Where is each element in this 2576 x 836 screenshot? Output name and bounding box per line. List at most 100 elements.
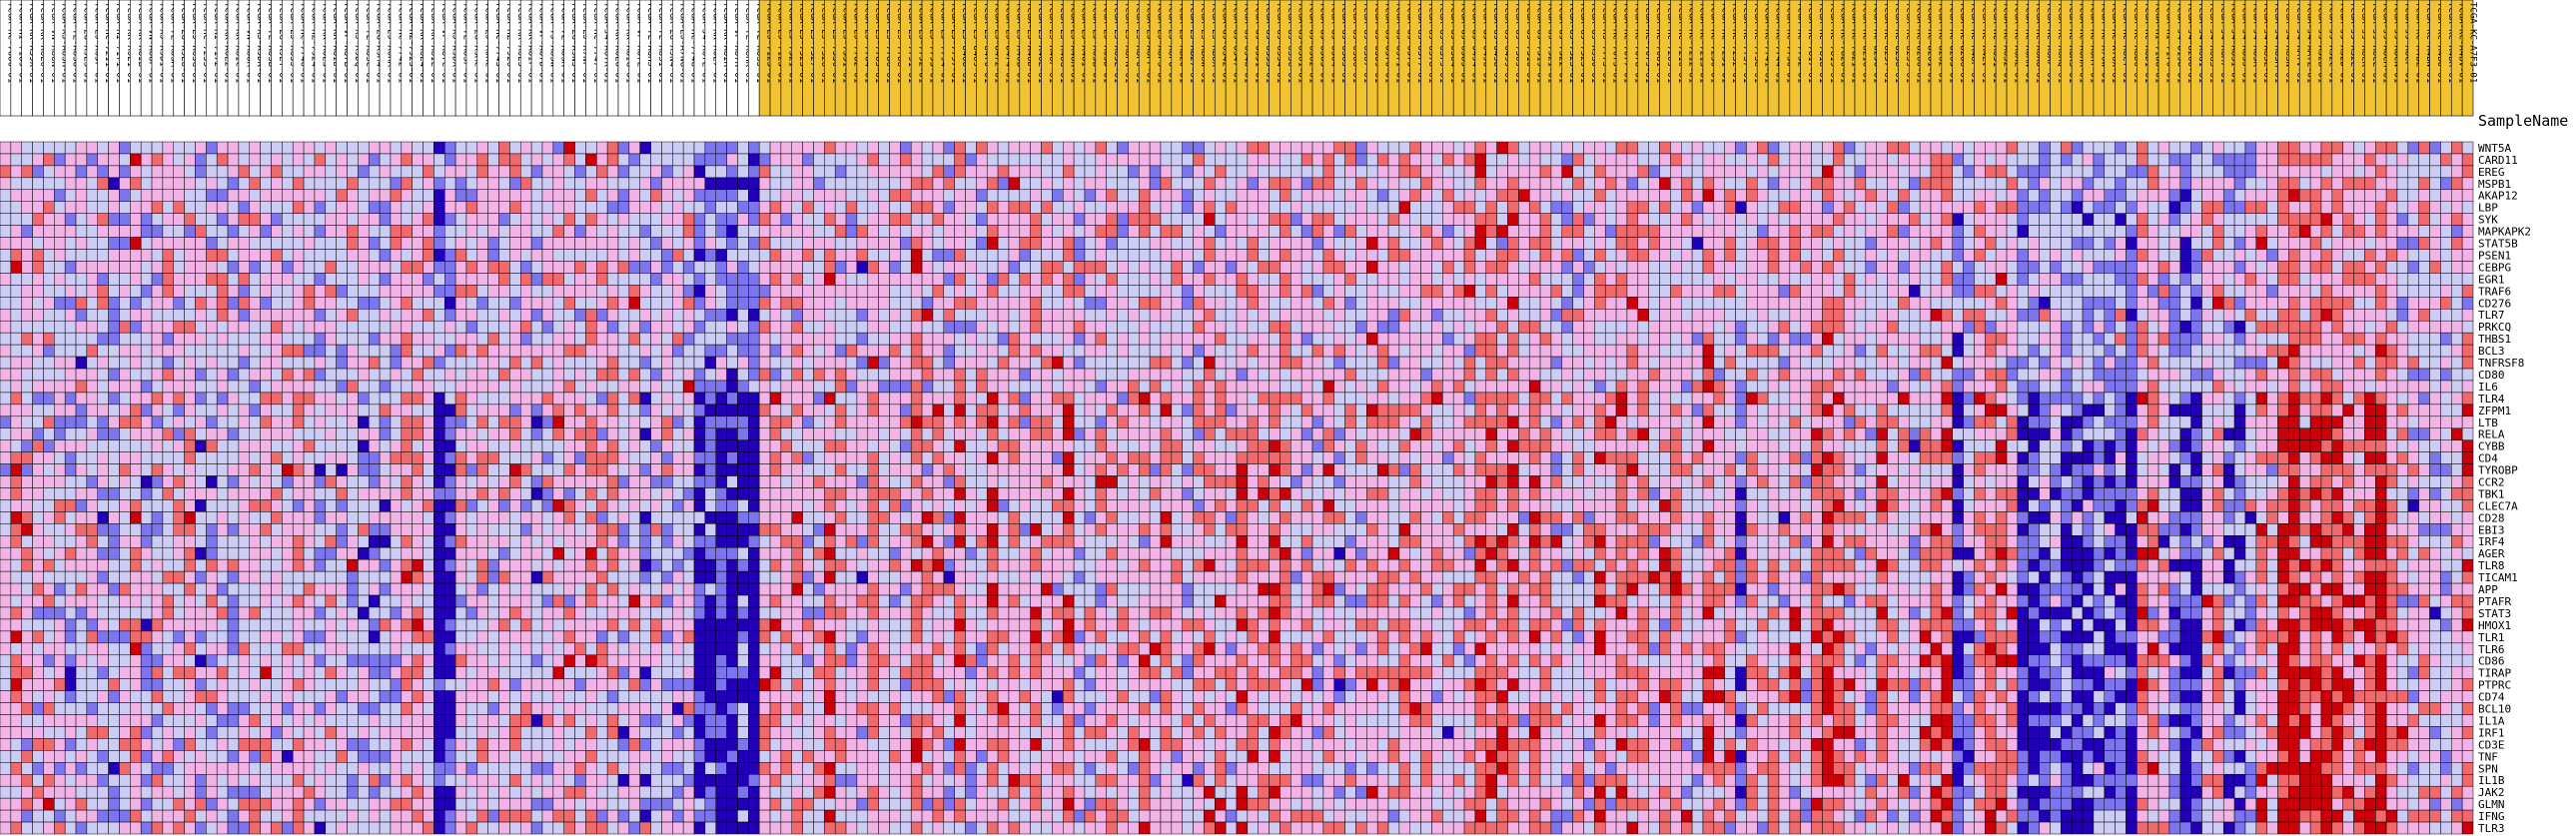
heatmap-cell	[1258, 141, 1270, 155]
heatmap-cell	[2179, 153, 2191, 167]
heatmap-cell	[347, 177, 359, 191]
column-label: TCGA-G9-6365-01	[1339, 2, 1349, 83]
heatmap-cell	[2331, 356, 2343, 370]
heatmap-cell	[162, 153, 174, 167]
heatmap-cell	[487, 273, 499, 286]
heatmap-cell	[585, 201, 597, 214]
heatmap-cell	[889, 332, 901, 346]
heatmap-cell	[878, 225, 890, 238]
heatmap-cell	[661, 165, 673, 179]
heatmap-cell	[1236, 213, 1249, 226]
heatmap-cell	[358, 153, 370, 167]
column-label: TCGA-G9-A9S0-01	[1589, 2, 1599, 83]
heatmap-cell	[2385, 356, 2398, 370]
heatmap-cell	[2179, 237, 2191, 250]
heatmap-cell	[791, 356, 803, 370]
heatmap-cell	[2233, 285, 2246, 298]
heatmap-cell	[390, 332, 403, 346]
column-label: TCGA-VP-A87C-01	[439, 2, 449, 83]
heatmap-cell	[889, 309, 901, 322]
heatmap-cell	[444, 261, 456, 274]
heatmap-cell	[1485, 309, 1497, 322]
heatmap-cell	[1442, 153, 1454, 167]
heatmap-cell	[1463, 189, 1476, 202]
heatmap-cell	[238, 153, 251, 167]
heatmap-cell	[965, 344, 977, 358]
heatmap-cell	[1106, 285, 1118, 298]
heatmap-cell	[2179, 189, 2191, 202]
heatmap-cell	[2179, 177, 2191, 191]
heatmap-cell	[10, 213, 22, 226]
heatmap-cell	[1941, 201, 1953, 214]
heatmap-cell	[1778, 297, 1791, 310]
heatmap-cell	[1626, 273, 1639, 286]
column-label: TCGA-EJ-7328-01	[819, 2, 829, 83]
heatmap-cell	[271, 201, 283, 214]
heatmap-cell	[433, 153, 445, 167]
heatmap-cell	[1985, 141, 1997, 155]
heatmap-cell	[1995, 141, 2008, 155]
heatmap-cell	[2039, 237, 2051, 250]
heatmap-cell	[2201, 141, 2213, 155]
heatmap-cell	[401, 320, 413, 334]
heatmap-cell	[1030, 332, 1042, 346]
heatmap-cell	[2364, 273, 2376, 286]
heatmap-cell	[1789, 189, 1801, 202]
heatmap-cell	[878, 237, 890, 250]
heatmap-cell	[639, 309, 651, 322]
heatmap-cell	[1811, 261, 1823, 274]
heatmap-cell	[1236, 356, 1249, 370]
heatmap-cell	[1236, 153, 1249, 167]
heatmap-cell	[1778, 273, 1791, 286]
heatmap-cell	[412, 344, 424, 358]
heatmap-cell	[541, 237, 554, 250]
heatmap-cell	[1898, 356, 1910, 370]
heatmap-cell	[737, 297, 749, 310]
heatmap-cell	[802, 332, 814, 346]
heatmap-cell	[1452, 297, 1465, 310]
heatmap-cell	[1215, 189, 1227, 202]
heatmap-cell	[520, 165, 532, 179]
heatmap-cell	[1800, 368, 1812, 382]
heatmap-cell	[184, 153, 196, 167]
heatmap-cell	[1117, 356, 1129, 370]
heatmap-cell	[672, 297, 684, 310]
heatmap-cell	[910, 213, 923, 226]
heatmap-cell	[1052, 332, 1064, 346]
heatmap-cell	[1333, 261, 1345, 274]
heatmap-cell	[520, 285, 532, 298]
heatmap-cell	[520, 261, 532, 274]
heatmap-cell	[2451, 201, 2463, 214]
heatmap-cell	[1095, 177, 1107, 191]
heatmap-cell	[454, 368, 467, 382]
heatmap-cell	[2353, 297, 2365, 310]
heatmap-cell	[954, 332, 966, 346]
heatmap-cell	[401, 225, 413, 238]
heatmap-cell	[379, 309, 392, 322]
heatmap-cell	[2137, 177, 2148, 191]
column-label: TCGA-G9-6342-01	[1221, 2, 1231, 83]
heatmap-cell	[238, 356, 251, 370]
heatmap-cell	[1290, 285, 1302, 298]
heatmap-cell	[2320, 141, 2333, 155]
heatmap-cell	[2277, 332, 2289, 346]
heatmap-cell	[227, 309, 240, 322]
heatmap-cell	[1355, 141, 1367, 155]
heatmap-cell	[184, 189, 196, 202]
heatmap-cell	[1008, 141, 1021, 155]
heatmap-cell	[358, 225, 370, 238]
heatmap-cell	[2233, 153, 2246, 167]
heatmap-cell	[1604, 261, 1617, 274]
heatmap-cell	[86, 201, 98, 214]
heatmap-cell	[1128, 201, 1140, 214]
heatmap-cell	[1106, 344, 1118, 358]
heatmap-cell	[758, 344, 771, 358]
heatmap-cell	[1442, 177, 1454, 191]
column-label: TCGA-KK-A6E7-01	[710, 2, 720, 83]
heatmap-cell	[1724, 153, 1736, 167]
heatmap-cell	[1269, 153, 1281, 167]
heatmap-cell	[1539, 249, 1552, 262]
heatmap-cell	[1030, 368, 1042, 382]
heatmap-cell	[976, 285, 988, 298]
heatmap-cell	[1106, 201, 1118, 214]
